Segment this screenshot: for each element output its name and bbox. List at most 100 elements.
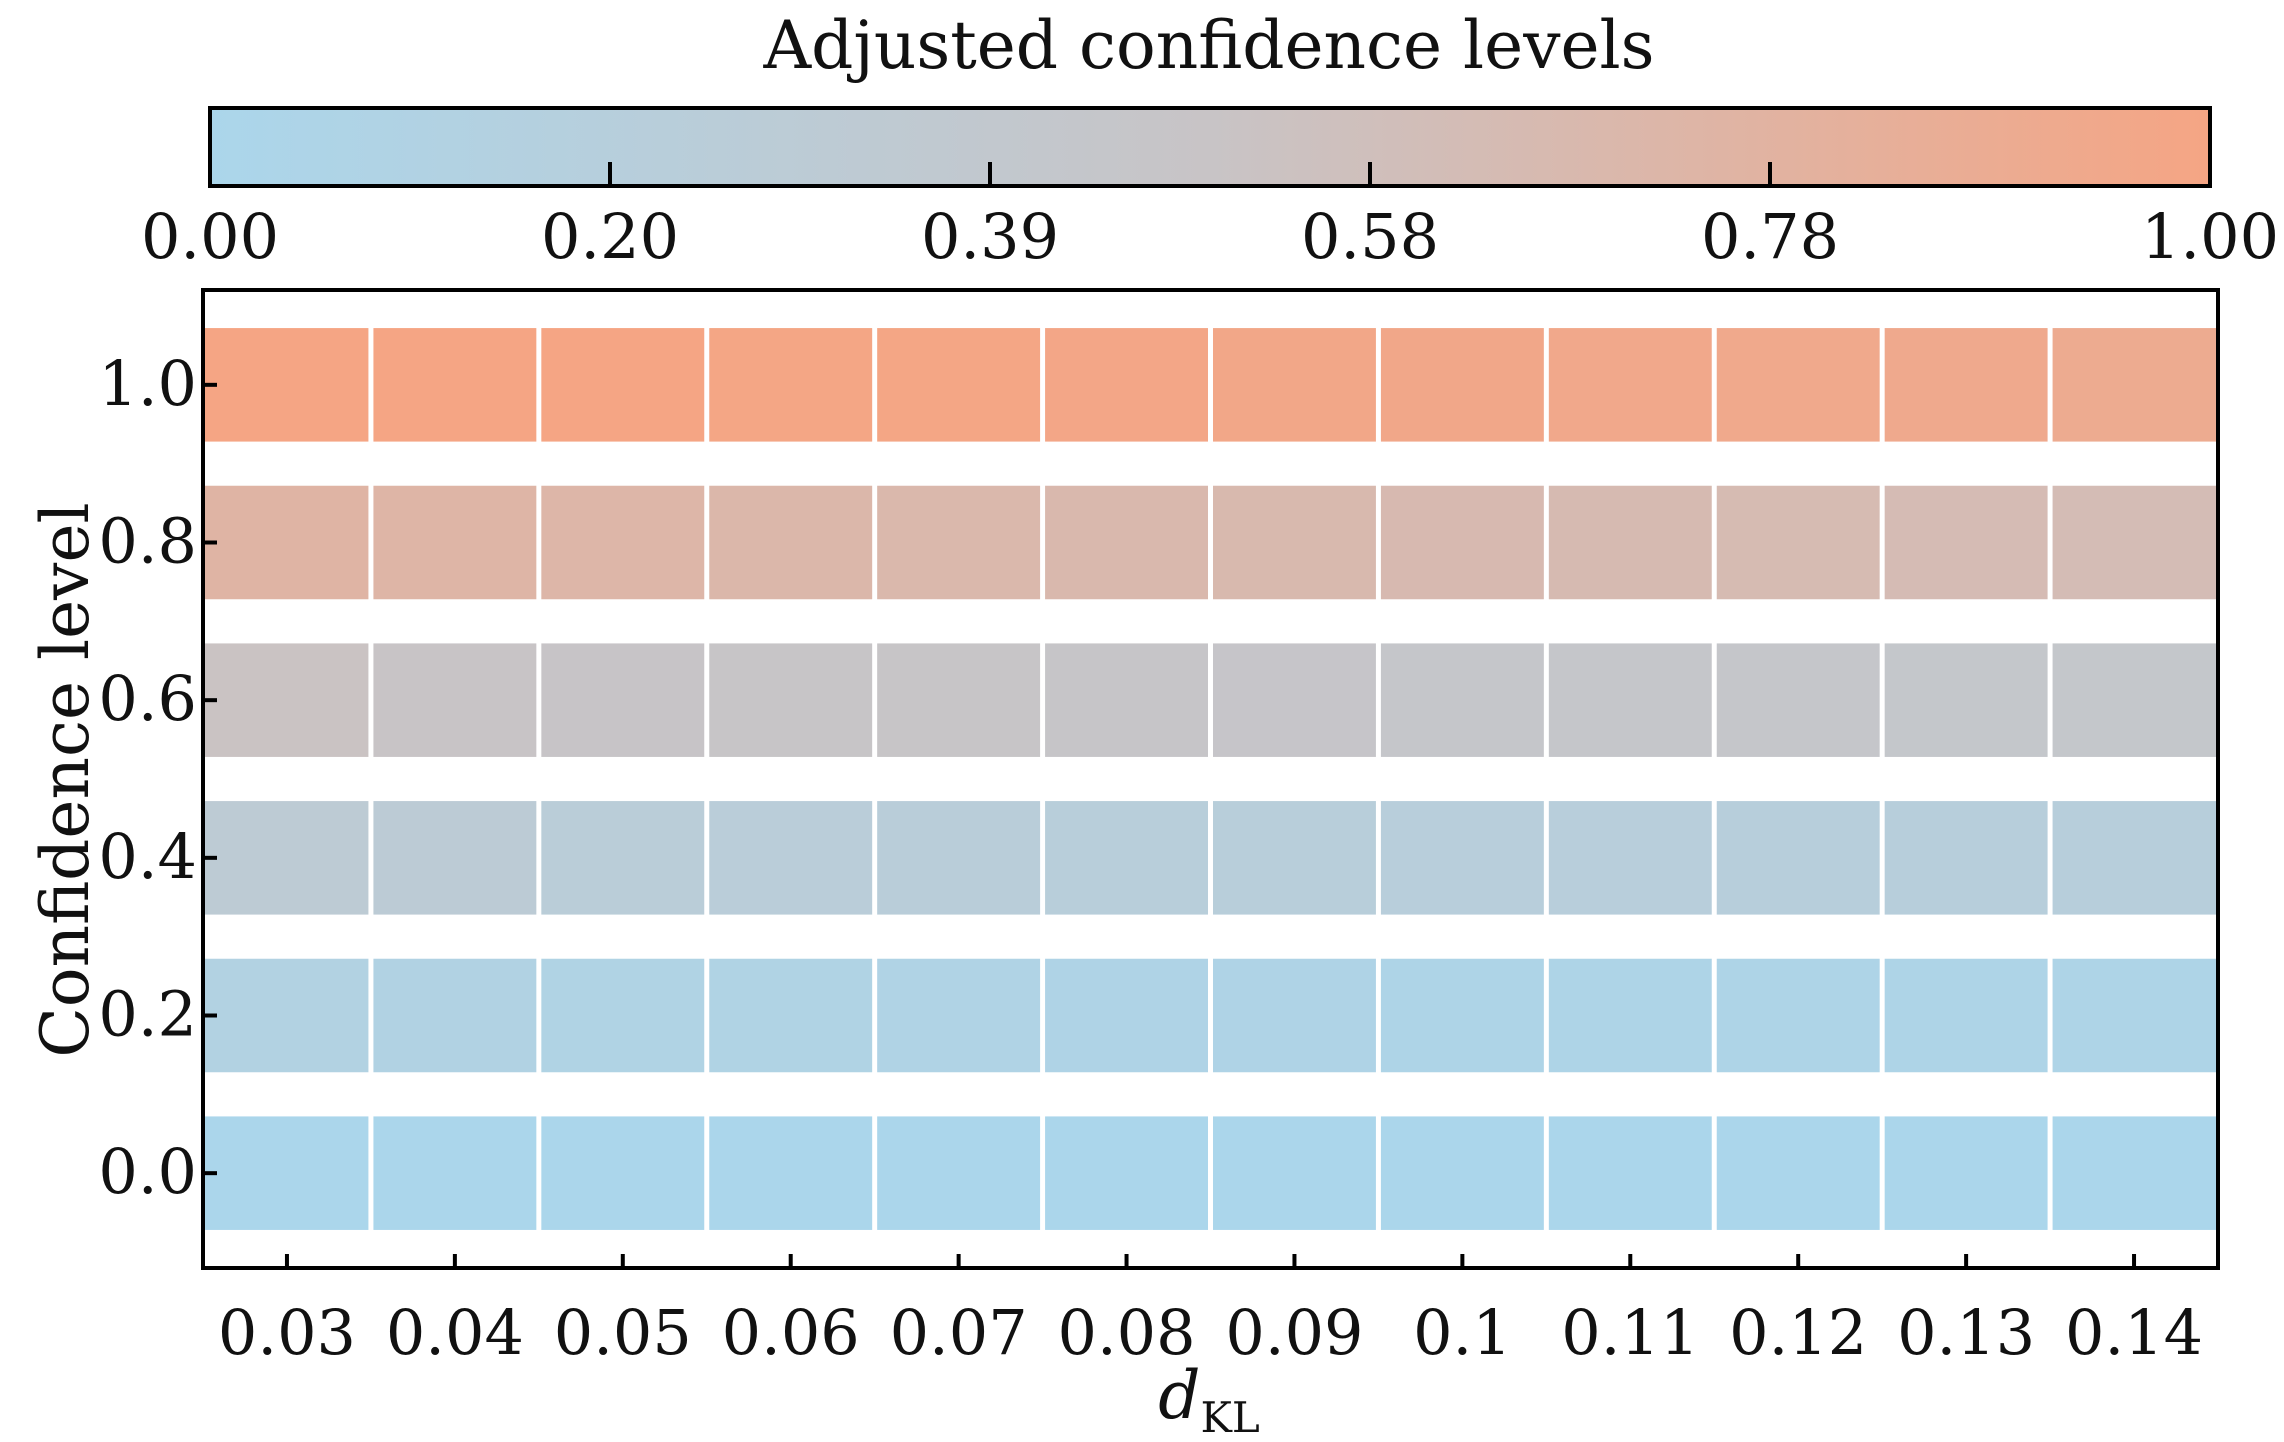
y-tick-label: 0.6 xyxy=(98,662,197,735)
heatmap-cell xyxy=(541,801,705,915)
heatmap-cell xyxy=(1045,801,1208,915)
heatmap-cell xyxy=(203,1116,369,1230)
heatmap-cell xyxy=(203,328,369,442)
heatmap-cell xyxy=(1380,1116,1544,1230)
heatmap-cell xyxy=(1716,485,1880,600)
heatmap-cell xyxy=(1213,328,1376,442)
heatmap-cell xyxy=(1380,328,1544,442)
heatmap-cell xyxy=(203,958,369,1073)
heatmap-cell xyxy=(203,485,369,600)
heatmap-cell xyxy=(709,328,873,442)
y-tick-label: 0.0 xyxy=(98,1135,197,1208)
heatmap-cell xyxy=(2052,1116,2218,1230)
heatmap-cell xyxy=(1380,958,1544,1073)
x-tick-label: 0.07 xyxy=(890,1296,1028,1369)
heatmap-cell xyxy=(1716,1116,1880,1230)
x-tick-label: 0.03 xyxy=(218,1296,356,1369)
heatmap-cell xyxy=(1213,643,1376,757)
heatmap-cell xyxy=(1045,643,1208,757)
heatmap-cell xyxy=(1884,643,2048,757)
x-tick-label: 0.06 xyxy=(722,1296,860,1369)
heatmap-cell xyxy=(1213,485,1376,600)
heatmap-cell xyxy=(373,328,537,442)
heatmap-cell xyxy=(1380,643,1544,757)
heatmap-cell xyxy=(1716,801,1880,915)
y-axis: 0.0 0.2 0.4 0.6 0.8 1.0 xyxy=(98,347,217,1208)
heatmap-cell xyxy=(2052,328,2218,442)
heatmap-cell xyxy=(373,958,537,1073)
heatmap-cell xyxy=(877,958,1041,1073)
heatmap-plot-area: 0.0 0.2 0.4 0.6 0.8 1.0 0.03 0.04 0.05 0.06 0.07 0… xyxy=(98,288,2220,1369)
heatmap-cell xyxy=(373,801,537,915)
heatmap-cell xyxy=(1380,801,1544,915)
heatmap-cell xyxy=(709,801,873,915)
heatmap-cell xyxy=(1548,328,1712,442)
x-axis-label: dKL xyxy=(1158,1357,1260,1442)
heatmap-cell xyxy=(1213,958,1376,1073)
y-axis-label: Confidence level xyxy=(27,502,104,1057)
heatmap-cell xyxy=(1716,643,1880,757)
x-tick-label: 0.14 xyxy=(2065,1296,2203,1369)
heatmap-cell xyxy=(877,801,1041,915)
colorbar-tick-label: 0.58 xyxy=(1301,200,1439,273)
heatmap-cell xyxy=(2052,801,2218,915)
heatmap-cell xyxy=(1045,485,1208,600)
colorbar-title: Adjusted confidence levels xyxy=(762,7,1654,84)
heatmap-cell xyxy=(877,643,1041,757)
x-tick-label: 0.1 xyxy=(1413,1296,1512,1369)
colorbar-tick-label: 0.20 xyxy=(541,200,679,273)
heatmap-cell xyxy=(1380,485,1544,600)
x-tick-label: 0.05 xyxy=(554,1296,692,1369)
colorbar-ticks: 0.00 0.20 0.39 0.58 0.78 1.00 xyxy=(141,162,2279,273)
x-tick-label: 0.08 xyxy=(1058,1296,1196,1369)
heatmap-cell xyxy=(1548,1116,1712,1230)
x-tick-label: 0.11 xyxy=(1561,1296,1699,1369)
heatmap-cell xyxy=(1884,1116,2048,1230)
x-axis: 0.03 0.04 0.05 0.06 0.07 0.08 0.09 0.1 0.11 0.12 0… xyxy=(218,1254,2203,1369)
heatmap-cell xyxy=(1884,958,2048,1073)
y-tick-label: 1.0 xyxy=(98,347,197,420)
plot-frame xyxy=(201,288,2220,1270)
heatmap-cell xyxy=(709,1116,873,1230)
heatmap-cell xyxy=(1884,328,2048,442)
heatmap-cell xyxy=(877,1116,1041,1230)
heatmap-cell xyxy=(203,643,369,757)
colorbar-tick-label: 1.00 xyxy=(2141,200,2279,273)
heatmap-cell xyxy=(1045,958,1208,1073)
heatmap-cell xyxy=(1884,485,2048,600)
y-tick-label: 0.8 xyxy=(98,505,197,578)
heatmap-cell xyxy=(541,1116,705,1230)
heatmap-cell xyxy=(1716,958,1880,1073)
colorbar-tick-label: 0.39 xyxy=(921,200,1059,273)
heatmap-cell xyxy=(203,801,369,915)
heatmap-cell xyxy=(2052,643,2218,757)
heatmap-cell xyxy=(1548,958,1712,1073)
colorbar-gradient xyxy=(208,106,2212,188)
heatmap-cell xyxy=(1716,328,1880,442)
heatmap-cell xyxy=(2052,485,2218,600)
heatmap-cell xyxy=(373,485,537,600)
heatmap-cell xyxy=(541,958,705,1073)
heatmap-cell xyxy=(1548,643,1712,757)
y-tick-label: 0.4 xyxy=(98,820,197,893)
heatmap-cell xyxy=(541,485,705,600)
heatmap-cell xyxy=(1884,801,2048,915)
y-tick-label: 0.2 xyxy=(98,978,197,1051)
heatmap-cell xyxy=(541,643,705,757)
x-tick-label: 0.12 xyxy=(1729,1296,1867,1369)
heatmap-cell xyxy=(709,958,873,1073)
colorbar: 0.00 0.20 0.39 0.58 0.78 1.00 xyxy=(141,106,2279,273)
x-tick-label: 0.13 xyxy=(1897,1296,2035,1369)
heatmap-cell xyxy=(541,328,705,442)
heatmap-cell xyxy=(877,328,1041,442)
x-axis-label-main: d xyxy=(1158,1357,1200,1434)
heatmap-cell xyxy=(1213,801,1376,915)
heatmap-cell xyxy=(1548,485,1712,600)
colorbar-tick-label: 0.00 xyxy=(141,200,279,273)
heatmap-cell xyxy=(709,485,873,600)
heatmap-cells xyxy=(203,328,2218,1230)
x-tick-label: 0.04 xyxy=(386,1296,524,1369)
heatmap-cell xyxy=(1548,801,1712,915)
colorbar-tick-label: 0.78 xyxy=(1701,200,1839,273)
